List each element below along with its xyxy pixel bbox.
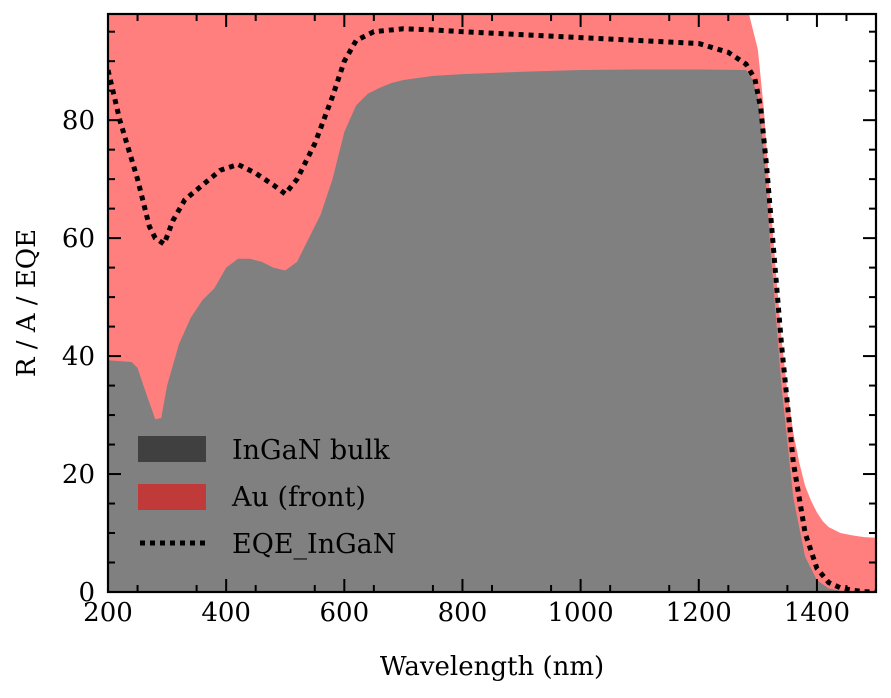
legend-label-eqe-ingan: EQE_InGaN [232,529,396,560]
y-tick-label: 0 [78,578,95,608]
x-tick-label: 200 [83,598,133,628]
y-tick-label: 20 [62,460,95,490]
x-tick-label: 1200 [666,598,732,628]
legend-label-ingan-bulk: InGaN bulk [232,435,390,466]
legend-swatch-ingan-bulk [138,436,206,462]
x-tick-label: 1400 [784,598,850,628]
axis-ticks [107,14,876,593]
series-line-eqe-ingan [108,26,876,592]
x-tick-label: 1000 [548,598,614,628]
plot-area [108,14,876,592]
legend-label-au-front: Au (front) [231,482,366,513]
y-tick-label: 40 [62,342,95,372]
y-tick-label: 60 [62,224,95,254]
x-tick-label: 800 [438,598,488,628]
legend: InGaN bulk Au (front) EQE_InGaN [138,435,396,560]
legend-swatch-au-front [138,484,206,510]
plot-frame [106,12,878,594]
x-tick-label: 400 [201,598,251,628]
series-area-ingan-bulk [108,69,876,592]
y-tick-labels: 0 20 40 60 80 [62,106,95,608]
x-tick-labels: 200 400 600 800 1000 1200 1400 [83,598,850,628]
x-tick-label: 600 [319,598,369,628]
x-axis-label: Wavelength (nm) [380,652,604,682]
y-axis-label: R / A / EQE [12,229,42,377]
y-tick-label: 80 [62,106,95,136]
